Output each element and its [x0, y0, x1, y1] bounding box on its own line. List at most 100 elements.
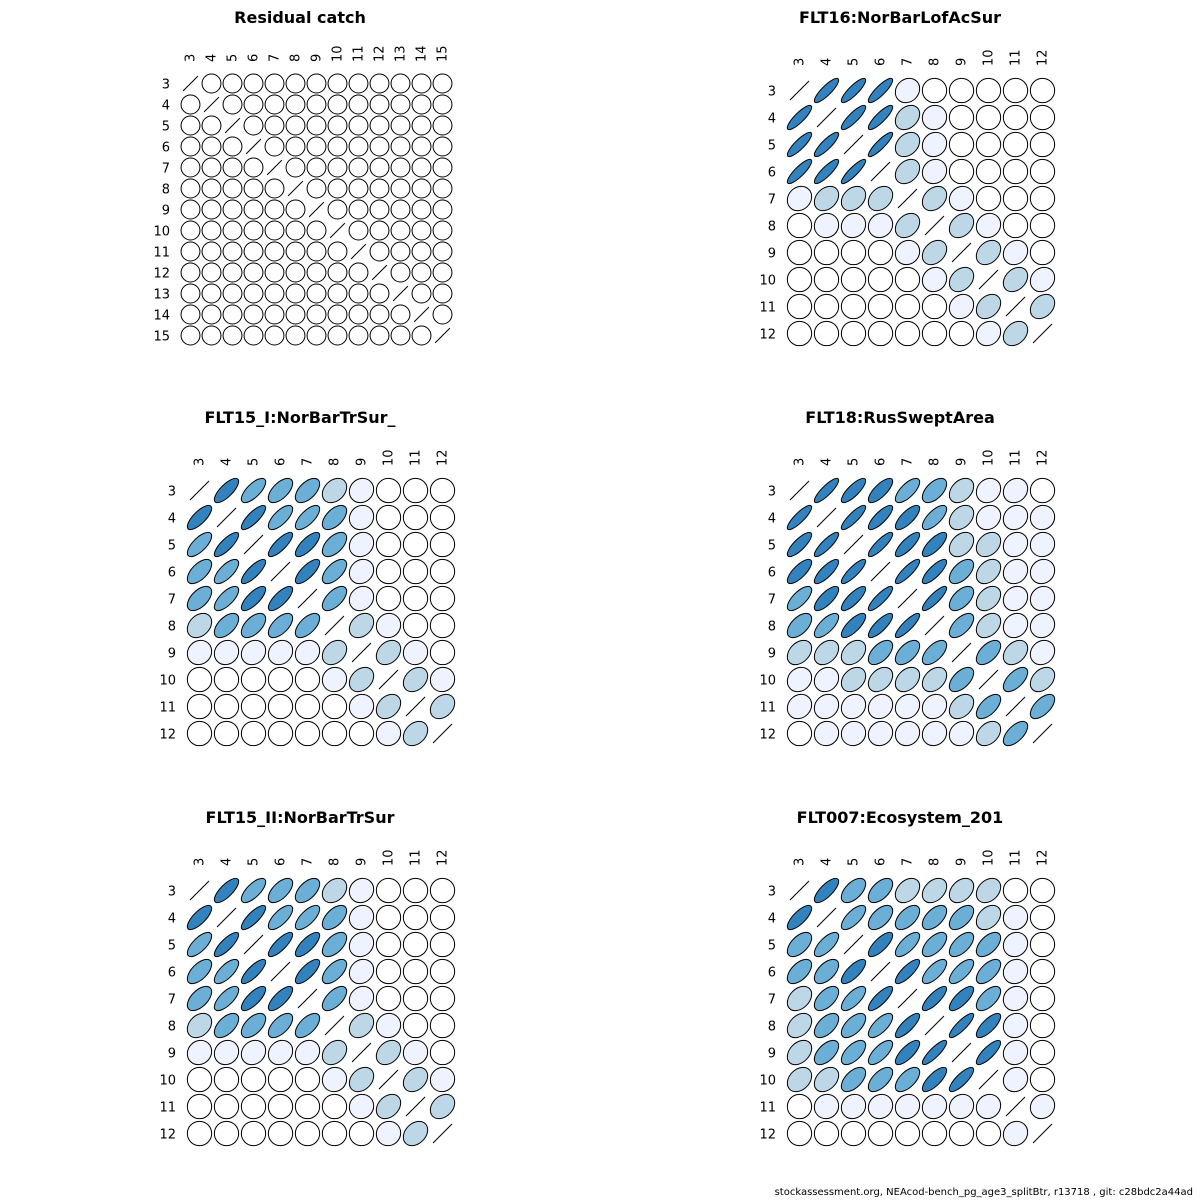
panel-6: FLT007:Ecosystem_201 3 4 5 6 7 8 9 10 11 12 3 4 5 6 7 8 9…: [759, 808, 1056, 1147]
diagonal-mark: [245, 138, 262, 155]
correlation-ellipse: [1029, 639, 1056, 666]
correlation-ellipse: [402, 1120, 429, 1147]
correlation-ellipse: [840, 612, 867, 639]
correlation-ellipse: [327, 157, 348, 178]
correlation-ellipse: [948, 666, 975, 693]
correlation-ellipse: [948, 931, 975, 958]
correlation-ellipse: [975, 904, 1002, 931]
correlation-ellipse: [813, 185, 840, 212]
correlation-ellipse: [294, 477, 321, 504]
correlation-ellipse: [921, 1120, 948, 1147]
diagonal-mark: [789, 480, 810, 501]
correlation-ellipse: [321, 693, 348, 720]
correlation-ellipse: [432, 73, 453, 94]
correlation-ellipse: [921, 531, 948, 558]
correlation-ellipse: [429, 1093, 456, 1120]
row-label: 6: [162, 141, 170, 156]
correlation-ellipse: [1029, 558, 1056, 585]
diagonal-mark: [392, 285, 409, 302]
correlation-ellipse: [402, 877, 429, 904]
correlation-ellipse: [813, 612, 840, 639]
diagonal-mark: [324, 615, 345, 636]
column-label: 7: [268, 54, 283, 62]
correlation-ellipse: [243, 325, 264, 346]
correlation-ellipse: [813, 77, 840, 104]
correlation-ellipse: [321, 558, 348, 585]
correlation-ellipse: [867, 185, 894, 212]
correlation-ellipse: [369, 241, 390, 262]
correlation-ellipse: [327, 73, 348, 94]
correlation-ellipse: [375, 558, 402, 585]
correlation-ellipse: [894, 1120, 921, 1147]
column-label: 7: [901, 58, 916, 66]
correlation-ellipse: [975, 612, 1002, 639]
correlation-ellipse: [867, 1120, 894, 1147]
row-label: 10: [759, 1074, 776, 1089]
correlation-ellipse: [327, 262, 348, 283]
diagonal-mark: [224, 117, 241, 134]
correlation-ellipse: [348, 283, 369, 304]
correlation-ellipse: [894, 1093, 921, 1120]
row-label: 7: [168, 593, 176, 608]
row-label: 15: [153, 330, 170, 345]
correlation-ellipse: [186, 531, 213, 558]
column-label: 11: [409, 849, 424, 866]
diagonal-mark: [297, 988, 318, 1009]
row-label: 6: [768, 566, 776, 581]
correlation-ellipse: [348, 958, 375, 985]
column-label: 8: [289, 54, 304, 62]
correlation-ellipse: [411, 178, 432, 199]
correlation-ellipse: [1029, 1012, 1056, 1039]
correlation-ellipse: [402, 531, 429, 558]
row-label: 11: [759, 301, 776, 316]
correlation-ellipse: [975, 293, 1002, 320]
correlation-ellipse: [1029, 239, 1056, 266]
diagonal-mark: [870, 561, 891, 582]
correlation-ellipse: [411, 325, 432, 346]
correlation-ellipse: [1002, 931, 1029, 958]
correlation-ellipse: [1002, 104, 1029, 131]
correlation-ellipse: [402, 585, 429, 612]
correlation-ellipse: [264, 115, 285, 136]
correlation-ellipse: [813, 931, 840, 958]
correlation-ellipse: [402, 558, 429, 585]
correlation-ellipse: [948, 904, 975, 931]
correlation-ellipse: [267, 693, 294, 720]
correlation-ellipse: [975, 477, 1002, 504]
correlation-ellipse: [213, 1120, 240, 1147]
correlation-ellipse: [432, 178, 453, 199]
correlation-ellipse: [1002, 958, 1029, 985]
correlation-ellipse: [894, 293, 921, 320]
correlation-ellipse: [429, 904, 456, 931]
column-label: 3: [793, 858, 808, 866]
panel-title: FLT15_I:NorBarTrSur_: [204, 408, 395, 427]
column-label: 6: [274, 858, 289, 866]
correlation-ellipse: [267, 877, 294, 904]
correlation-ellipse: [867, 904, 894, 931]
row-label: 11: [153, 246, 170, 261]
diagonal-mark: [329, 222, 346, 239]
correlation-ellipse: [894, 504, 921, 531]
correlation-ellipse: [840, 77, 867, 104]
correlation-ellipse: [786, 504, 813, 531]
diagonal-mark: [189, 880, 210, 901]
row-label: 11: [159, 1101, 176, 1116]
correlation-ellipse: [267, 1012, 294, 1039]
correlation-ellipse: [348, 157, 369, 178]
row-label: 10: [159, 1074, 176, 1089]
correlation-ellipse: [429, 1012, 456, 1039]
correlation-ellipse: [243, 283, 264, 304]
correlation-ellipse: [369, 304, 390, 325]
correlation-ellipse: [921, 639, 948, 666]
correlation-ellipse: [1029, 212, 1056, 239]
correlation-ellipse: [243, 157, 264, 178]
correlation-ellipse: [201, 199, 222, 220]
correlation-ellipse: [975, 720, 1002, 747]
correlation-ellipse: [411, 115, 432, 136]
panel-5: FLT15_II:NorBarTrSur 3 4 5 6 7 8 9 10 11 12 3 4 5 6 7 8 9…: [159, 808, 456, 1147]
correlation-ellipse: [348, 720, 375, 747]
correlation-ellipse: [321, 1093, 348, 1120]
correlation-ellipse: [894, 531, 921, 558]
correlation-ellipse: [867, 531, 894, 558]
correlation-ellipse: [921, 720, 948, 747]
